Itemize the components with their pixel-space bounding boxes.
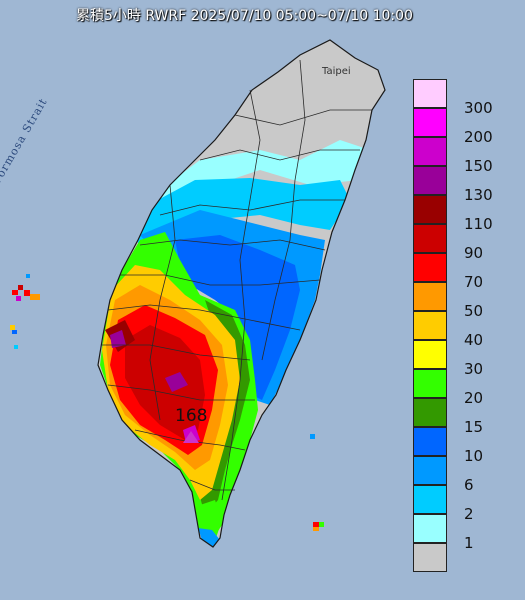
legend-label: 130	[464, 186, 493, 204]
boundary-line	[134, 429, 246, 451]
map-title: 累積5小時 RWRF 2025/07/10 05:00~07/10 10:00	[76, 8, 413, 24]
rain-zone-130mm	[110, 330, 126, 348]
rain-cell	[319, 522, 324, 527]
boundary-line	[139, 239, 326, 251]
legend-label: 15	[464, 418, 484, 436]
boundary-line	[159, 199, 345, 216]
rain-cell	[12, 330, 17, 334]
rain-cell	[310, 434, 315, 439]
rain-cell	[16, 296, 21, 301]
legend-label: 110	[464, 215, 493, 233]
legend-label: 70	[464, 273, 484, 291]
legend-label: 6	[464, 476, 474, 494]
legend-swatch	[413, 79, 447, 108]
boundary-line	[120, 274, 321, 286]
legend-swatch	[413, 369, 447, 398]
boundary-line	[102, 344, 251, 361]
rain-zone-90mm	[125, 325, 205, 440]
boundary-line	[261, 59, 306, 361]
legend-label: 30	[464, 360, 484, 378]
boundary-line	[149, 184, 176, 421]
legend-swatch	[413, 398, 447, 427]
legend-swatch	[413, 311, 447, 340]
rain-cell	[30, 294, 40, 300]
boundaries	[102, 59, 372, 501]
legend-swatch	[413, 282, 447, 311]
legend-swatch	[413, 224, 447, 253]
rain-cell	[18, 285, 23, 290]
rain-zone-2mm	[130, 178, 350, 250]
rain-cell	[26, 274, 30, 278]
legend-swatch	[413, 108, 447, 137]
legend-label: 200	[464, 128, 493, 146]
legend-swatch	[413, 137, 447, 166]
rain-cell	[313, 527, 319, 531]
legend-label: 2	[464, 505, 474, 523]
max-value-marker	[183, 431, 199, 443]
legend-label: 150	[464, 157, 493, 175]
color-legend: 300 200 150 130 110 90 70 50 40 30 20 15 10 6 2 1	[412, 79, 513, 573]
legend-label: 50	[464, 302, 484, 320]
legend-label: 20	[464, 389, 484, 407]
rain-cell	[10, 325, 15, 330]
boundary-line	[199, 149, 360, 161]
rain-field	[100, 140, 370, 547]
island-outline	[97, 39, 386, 548]
boundary-line	[107, 304, 301, 331]
rain-cell	[14, 345, 18, 349]
offshore-rain-east	[310, 434, 324, 531]
city-label: Taipei	[322, 66, 351, 77]
rain-cell	[12, 290, 18, 295]
legend-label: 1	[464, 534, 474, 552]
legend-swatch	[413, 166, 447, 195]
legend-swatch	[413, 195, 447, 224]
legend-swatch	[413, 427, 447, 456]
legend-swatch	[413, 514, 447, 543]
offshore-rain-west	[10, 274, 40, 349]
legend-label: 10	[464, 447, 484, 465]
legend-swatch	[413, 543, 447, 572]
rain-cell	[24, 290, 30, 296]
rain-cell	[313, 522, 319, 527]
boundary-line	[107, 384, 255, 401]
legend-swatch	[413, 340, 447, 369]
boundary-line	[221, 89, 261, 501]
rain-zone-south-tip-blue	[198, 528, 220, 547]
rain-zone-1mm	[140, 140, 370, 220]
legend-label: 300	[464, 99, 493, 117]
legend-swatch	[413, 253, 447, 282]
legend-swatch	[413, 456, 447, 485]
legend-label: 40	[464, 331, 484, 349]
max-value-label: 168	[175, 406, 208, 426]
legend-label: 90	[464, 244, 484, 262]
rain-zone-130mm-south	[165, 372, 188, 392]
boundary-line	[189, 479, 235, 491]
legend-swatch	[413, 485, 447, 514]
